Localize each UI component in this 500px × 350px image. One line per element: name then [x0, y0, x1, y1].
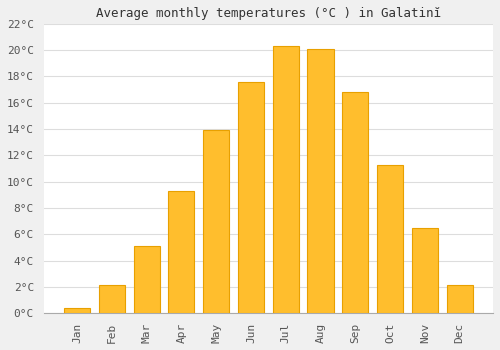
Bar [342, 92, 368, 313]
Title: Average monthly temperatures (°C ) in Galatinĭ: Average monthly temperatures (°C ) in Ga… [96, 7, 441, 20]
Bar [308, 49, 334, 313]
Bar [238, 82, 264, 313]
Bar [203, 130, 229, 313]
Bar [377, 164, 403, 313]
Bar [412, 228, 438, 313]
Bar [272, 46, 299, 313]
Bar [446, 286, 472, 313]
Bar [64, 308, 90, 313]
Bar [168, 191, 194, 313]
Bar [134, 246, 160, 313]
Bar [99, 286, 125, 313]
